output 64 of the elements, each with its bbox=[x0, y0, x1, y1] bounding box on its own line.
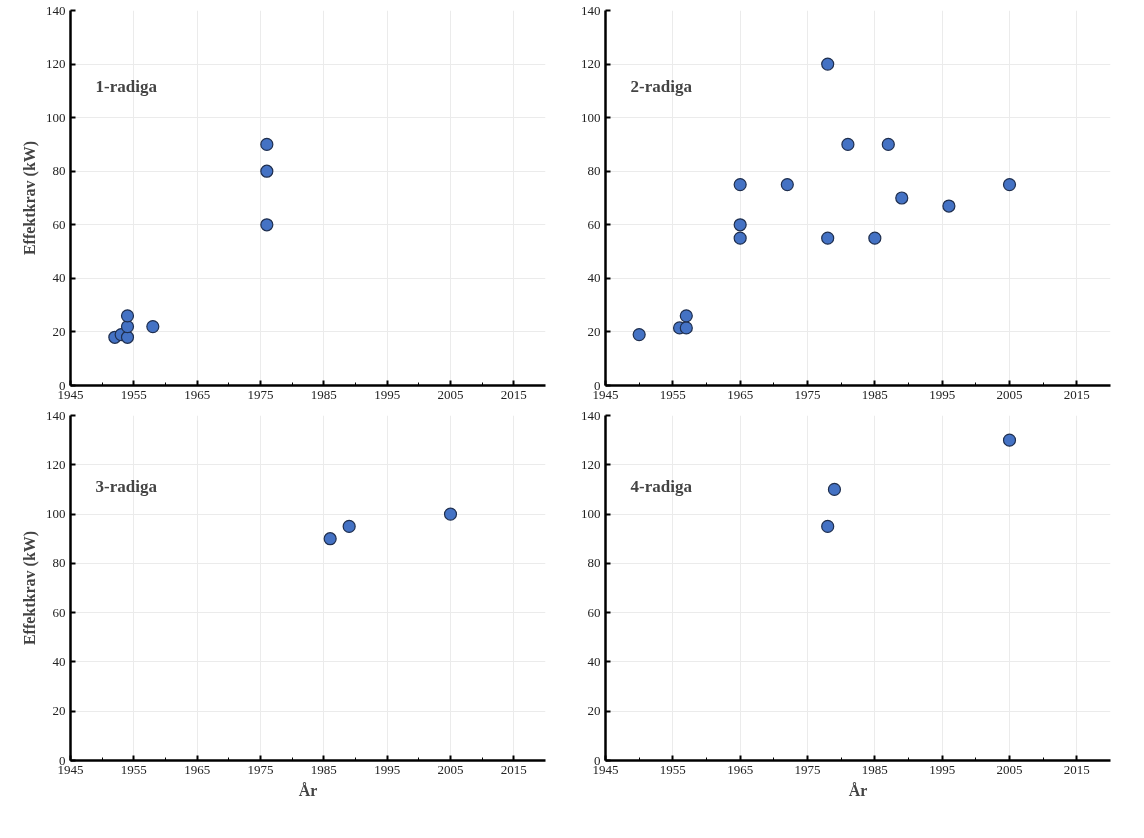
y-tick-label: 100 bbox=[581, 109, 601, 125]
x-tick-label: 1975 bbox=[794, 761, 821, 777]
x-axis-title: År bbox=[848, 781, 868, 799]
y-axis-title: Effektkrav (kW) bbox=[21, 140, 39, 256]
x-tick-label: 2005 bbox=[996, 761, 1023, 777]
x-tick-label: 1975 bbox=[794, 386, 821, 402]
y-tick-label: 40 bbox=[52, 270, 66, 286]
y-tick-label: 20 bbox=[52, 703, 66, 719]
x-tick-label: 1985 bbox=[310, 761, 337, 777]
y-tick-label: 120 bbox=[581, 56, 601, 72]
x-tick-label: 2005 bbox=[996, 386, 1023, 402]
y-tick-label: 120 bbox=[46, 56, 66, 72]
y-tick-label: 20 bbox=[52, 323, 66, 339]
y-tick-label: 80 bbox=[52, 163, 66, 179]
x-tick-label: 1955 bbox=[659, 761, 686, 777]
x-tick-label: 1985 bbox=[861, 761, 888, 777]
y-tick-label: 140 bbox=[46, 2, 66, 18]
y-tick-label: 80 bbox=[587, 555, 601, 571]
text: 3-radiga bbox=[95, 476, 158, 496]
x-tick-label: 1975 bbox=[247, 761, 274, 777]
y-tick-label: 40 bbox=[587, 270, 601, 286]
y-tick-label: 60 bbox=[52, 216, 66, 232]
y-tick-label: 40 bbox=[587, 653, 601, 669]
y-tick-label: 120 bbox=[581, 456, 601, 472]
y-tick-label: 120 bbox=[46, 456, 66, 472]
y-tick-label: 100 bbox=[46, 506, 66, 522]
y-tick-label: 60 bbox=[587, 604, 601, 620]
x-tick-label: 1975 bbox=[247, 386, 274, 402]
y-tick-label: 100 bbox=[46, 109, 66, 125]
x-tick-label: 1995 bbox=[929, 761, 956, 777]
x-tick-label: 2015 bbox=[1063, 386, 1090, 402]
x-tick-label: 1985 bbox=[861, 386, 888, 402]
text: 4-radiga bbox=[630, 476, 693, 496]
y-tick-label: 60 bbox=[587, 216, 601, 232]
y-tick-label: 20 bbox=[587, 323, 601, 339]
y-tick-label: 100 bbox=[581, 506, 601, 522]
y-tick-label: 20 bbox=[587, 703, 601, 719]
x-tick-label: 2005 bbox=[437, 386, 464, 402]
x-tick-label: 1955 bbox=[659, 386, 686, 402]
x-tick-label: 2015 bbox=[500, 386, 527, 402]
y-tick-label: 140 bbox=[46, 407, 66, 423]
x-tick-label: 1995 bbox=[374, 386, 401, 402]
x-axis-title: År bbox=[298, 781, 318, 799]
text: 2-radiga bbox=[630, 76, 693, 96]
x-tick-label: 2005 bbox=[437, 761, 464, 777]
y-tick-label: 140 bbox=[581, 407, 601, 423]
x-tick-label: 1965 bbox=[727, 761, 754, 777]
x-tick-label: 1995 bbox=[374, 761, 401, 777]
x-tick-label: 1955 bbox=[120, 386, 147, 402]
x-tick-label: 1955 bbox=[120, 761, 147, 777]
x-tick-label: 1965 bbox=[184, 761, 211, 777]
y-tick-label: 140 bbox=[581, 2, 601, 18]
x-tick-label: 1995 bbox=[929, 386, 956, 402]
y-tick-label: 80 bbox=[587, 163, 601, 179]
x-tick-label: 2015 bbox=[500, 761, 527, 777]
text: 1-radiga bbox=[95, 76, 158, 96]
y-tick-label: 40 bbox=[52, 653, 66, 669]
x-tick-label: 2015 bbox=[1063, 761, 1090, 777]
x-tick-label: 1985 bbox=[310, 386, 337, 402]
x-tick-label: 1965 bbox=[727, 386, 754, 402]
y-tick-label: 60 bbox=[52, 604, 66, 620]
y-axis-title: Effektkrav (kW) bbox=[21, 530, 39, 646]
x-tick-label: 1965 bbox=[184, 386, 211, 402]
y-tick-label: 80 bbox=[52, 555, 66, 571]
